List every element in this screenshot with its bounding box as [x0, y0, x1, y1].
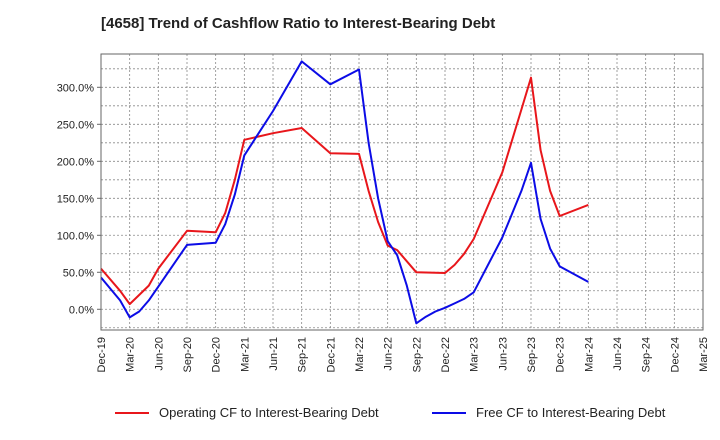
x-tick-label: Mar-22 — [354, 337, 366, 372]
x-tick-label: Jun-20 — [153, 337, 165, 371]
x-tick-label: Sep-24 — [641, 337, 653, 372]
y-tick-label: 50.0% — [63, 267, 94, 279]
chart-title: [4658] Trend of Cashflow Ratio to Intere… — [101, 15, 496, 32]
x-tick-label: Mar-20 — [125, 337, 137, 372]
legend-swatch-free-cf — [432, 411, 466, 414]
legend-item-operating-cf: Operating CF to Interest-Bearing Debt — [115, 405, 379, 420]
series-line-free-cf — [100, 60, 589, 325]
x-tick-label: Sep-23 — [526, 337, 538, 372]
legend-label-free-cf: Free CF to Interest-Bearing Debt — [476, 405, 666, 420]
x-tick-label: Sep-20 — [182, 337, 194, 372]
x-tick-label: Mar-24 — [583, 337, 595, 372]
x-tick-label: Dec-21 — [325, 337, 337, 372]
x-tick-label: Mar-25 — [698, 337, 710, 372]
x-tick-label: Jun-21 — [268, 337, 280, 371]
x-tick-label: Mar-21 — [239, 337, 251, 372]
x-axis: Dec-19 Mar-20 Jun-20 Sep-20 Dec-20 Mar-21 Jun-… — [96, 337, 710, 372]
legend-item-free-cf: Free CF to Interest-Bearing Debt — [432, 405, 665, 420]
y-tick-label: 300.0% — [57, 82, 95, 94]
grid-lines — [101, 54, 703, 330]
y-tick-label: 0.0% — [69, 304, 94, 316]
x-tick-label: Dec-20 — [211, 337, 223, 372]
x-tick-label: Mar-23 — [469, 337, 481, 372]
legend-label-operating-cf: Operating CF to Interest-Bearing Debt — [159, 405, 379, 420]
y-tick-label: 200.0% — [57, 156, 95, 168]
x-tick-label: Jun-23 — [497, 337, 509, 371]
x-tick-label: Jun-24 — [612, 337, 624, 371]
line-chart: 0.0%50.0%100.0%150.0%200.0%250.0%300.0% … — [57, 53, 710, 372]
chart-legend: Operating CF to Interest-Bearing Debt Fr… — [0, 405, 720, 427]
series-line-operating-cf — [100, 76, 589, 306]
y-tick-label: 250.0% — [57, 119, 95, 131]
x-tick-label: Dec-23 — [555, 337, 567, 372]
series-layer — [100, 60, 589, 325]
y-tick-label: 100.0% — [57, 230, 95, 242]
y-axis: 0.0% 50.0% 100.0% 150.0% 200.0% 250.0% 300.0% — [57, 82, 101, 316]
legend-swatch-operating-cf — [115, 411, 149, 414]
plot-area-background — [101, 54, 703, 330]
x-tick-label: Jun-22 — [383, 337, 395, 371]
x-tick-label: Sep-21 — [297, 337, 309, 372]
x-tick-label: Dec-24 — [669, 337, 681, 372]
y-tick-label: 150.0% — [57, 193, 95, 205]
plot-area-frame — [100, 53, 704, 331]
x-tick-label: Dec-19 — [96, 337, 108, 372]
x-tick-label: Dec-22 — [440, 337, 452, 372]
x-tick-label: Sep-22 — [411, 337, 423, 372]
